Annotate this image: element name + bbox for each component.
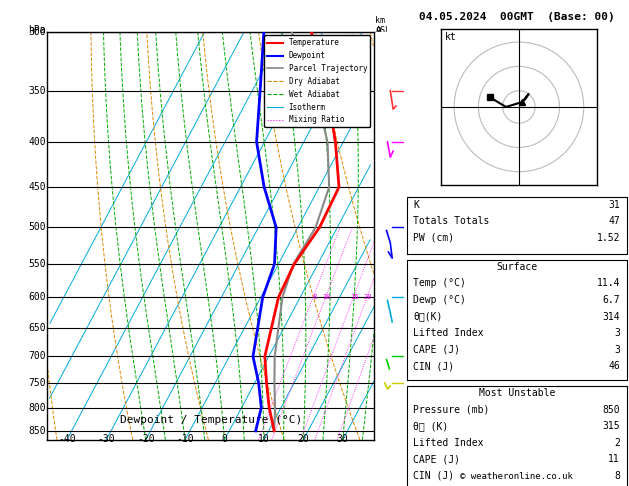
Text: 3: 3 — [614, 345, 620, 355]
Text: 315: 315 — [603, 421, 620, 432]
Text: Most Unstable: Most Unstable — [479, 388, 555, 399]
Text: 2: 2 — [376, 403, 381, 413]
Text: CAPE (J): CAPE (J) — [413, 345, 460, 355]
Text: 47: 47 — [608, 216, 620, 226]
Text: 2: 2 — [614, 438, 620, 448]
Text: 6: 6 — [376, 223, 381, 232]
Text: km
ASL: km ASL — [376, 16, 391, 35]
Text: K: K — [413, 200, 420, 210]
Text: Lifted Index: Lifted Index — [413, 438, 484, 448]
Text: Temp (°C): Temp (°C) — [413, 278, 466, 289]
Text: θᴇ(K): θᴇ(K) — [413, 312, 443, 322]
Text: 650: 650 — [28, 323, 46, 333]
Text: 16: 16 — [350, 294, 359, 300]
Text: 8: 8 — [312, 294, 316, 300]
Text: 3: 3 — [376, 351, 381, 362]
Text: 350: 350 — [28, 86, 46, 96]
Text: 5: 5 — [376, 259, 381, 269]
Text: CIN (J): CIN (J) — [413, 471, 455, 481]
Text: 11: 11 — [608, 454, 620, 465]
Text: 750: 750 — [28, 378, 46, 388]
Text: Lifted Index: Lifted Index — [413, 328, 484, 338]
Legend: Temperature, Dewpoint, Parcel Trajectory, Dry Adiabat, Wet Adiabat, Isotherm, Mi: Temperature, Dewpoint, Parcel Trajectory… — [264, 35, 370, 127]
Text: Dewpoint / Temperature (°C): Dewpoint / Temperature (°C) — [120, 415, 302, 425]
Text: 31: 31 — [608, 200, 620, 210]
Text: 10: 10 — [323, 294, 331, 300]
Text: 6: 6 — [376, 182, 381, 192]
Text: -40: -40 — [58, 434, 75, 444]
Text: Mixing Ratio (g/kg): Mixing Ratio (g/kg) — [381, 202, 390, 297]
Text: kt: kt — [445, 33, 456, 42]
Text: 700: 700 — [28, 351, 46, 362]
Text: 850: 850 — [28, 426, 46, 436]
Text: CAPE (J): CAPE (J) — [413, 454, 460, 465]
Text: Totals Totals: Totals Totals — [413, 216, 490, 226]
Text: 500: 500 — [28, 223, 46, 232]
Text: -10: -10 — [176, 434, 194, 444]
Text: θᴇ (K): θᴇ (K) — [413, 421, 448, 432]
Text: 04.05.2024  00GMT  (Base: 00): 04.05.2024 00GMT (Base: 00) — [419, 12, 615, 22]
Text: 800: 800 — [28, 403, 46, 413]
Text: 8: 8 — [376, 86, 381, 96]
Text: 8: 8 — [614, 471, 620, 481]
Text: 7: 7 — [376, 137, 381, 147]
Text: Surface: Surface — [496, 262, 537, 272]
Text: 11.4: 11.4 — [596, 278, 620, 289]
Text: 400: 400 — [28, 137, 46, 147]
Text: CIN (J): CIN (J) — [413, 361, 455, 371]
Text: 450: 450 — [28, 182, 46, 192]
Text: 300: 300 — [28, 27, 46, 36]
Text: PW (cm): PW (cm) — [413, 233, 455, 243]
Text: 9: 9 — [376, 27, 381, 36]
Text: 550: 550 — [28, 259, 46, 269]
Text: 20: 20 — [298, 434, 309, 444]
Text: 20: 20 — [364, 294, 372, 300]
Text: 46: 46 — [608, 361, 620, 371]
Text: © weatheronline.co.uk: © weatheronline.co.uk — [460, 472, 573, 481]
Text: 600: 600 — [28, 293, 46, 302]
Text: 3: 3 — [614, 328, 620, 338]
Text: 30: 30 — [337, 434, 348, 444]
Text: 850: 850 — [603, 405, 620, 415]
Text: -30: -30 — [97, 434, 115, 444]
Text: hPa: hPa — [28, 25, 46, 35]
Text: 0: 0 — [221, 434, 228, 444]
Text: -20: -20 — [137, 434, 155, 444]
Text: Pressure (mb): Pressure (mb) — [413, 405, 490, 415]
Text: 314: 314 — [603, 312, 620, 322]
Text: 1.52: 1.52 — [596, 233, 620, 243]
Text: Dewp (°C): Dewp (°C) — [413, 295, 466, 305]
Text: LCL: LCL — [376, 426, 393, 436]
Text: 6.7: 6.7 — [603, 295, 620, 305]
Text: 4: 4 — [376, 293, 381, 302]
Text: 10: 10 — [258, 434, 270, 444]
